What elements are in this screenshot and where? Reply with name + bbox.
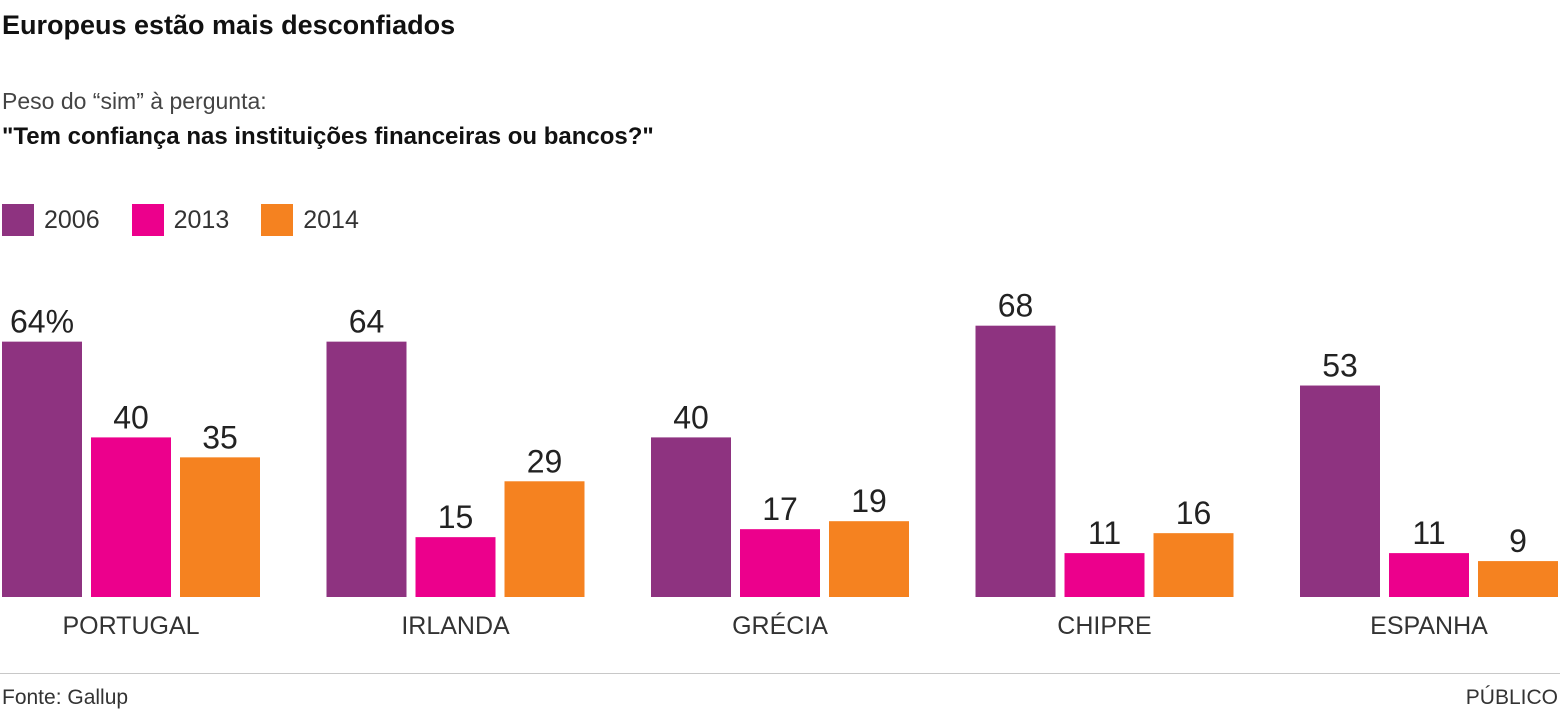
publisher-brand: PÚBLICO — [1465, 686, 1558, 709]
legend-label: 2013 — [173, 205, 230, 234]
data-label: 68 — [998, 288, 1034, 324]
bar-2006-irlanda — [326, 341, 407, 597]
data-label: 19 — [851, 483, 887, 519]
category-label: GRÉCIA — [732, 611, 828, 640]
legend-swatch — [131, 204, 164, 236]
source-note: Fonte: Gallup — [2, 686, 129, 709]
legend-item-2013: 2013 — [131, 204, 230, 236]
category-label: PORTUGAL — [62, 612, 199, 640]
chart-subtitle: Peso do “sim” à pergunta: — [2, 88, 267, 114]
data-label: 40 — [673, 399, 709, 435]
survey-question: "Tem confiança nas instituições financei… — [2, 123, 654, 150]
data-label: 64 — [349, 304, 385, 340]
legend-swatch — [261, 204, 294, 236]
chart-title: Europeus estão mais desconfiados — [2, 10, 456, 40]
bar-2014-espanha — [1478, 561, 1558, 597]
bar-2014-grécia — [829, 521, 909, 597]
data-label: 64% — [10, 304, 74, 340]
data-label: 53 — [1322, 348, 1358, 384]
data-label: 16 — [1176, 495, 1212, 531]
bar-2013-portugal — [91, 437, 171, 597]
bar-2006-grécia — [651, 437, 731, 597]
bar-2014-portugal — [180, 457, 260, 597]
data-label: 11 — [1412, 515, 1445, 551]
legend-swatch — [2, 204, 34, 236]
legend: 2006 2013 2014 — [2, 204, 391, 236]
legend-item-2014: 2014 — [261, 204, 359, 236]
legend-label: 2006 — [44, 205, 100, 234]
bar-2013-grécia — [740, 529, 820, 597]
data-label: 29 — [527, 443, 563, 479]
divider — [0, 673, 1560, 674]
data-label: 11 — [1088, 515, 1121, 551]
category-label: CHIPRE — [1057, 612, 1151, 640]
bar-2006-portugal — [2, 341, 82, 597]
legend-label: 2014 — [303, 205, 359, 234]
data-label: 17 — [762, 491, 798, 527]
category-label: IRLANDA — [401, 612, 510, 640]
bar-2013-chipre — [1064, 553, 1145, 597]
legend-item-2006: 2006 — [2, 204, 100, 236]
category-label: ESPANHA — [1370, 612, 1488, 640]
bar-2014-irlanda — [504, 481, 585, 597]
data-label: 9 — [1509, 523, 1527, 559]
bar-2014-chipre — [1153, 533, 1234, 597]
data-label: 35 — [202, 419, 238, 455]
bar-2006-espanha — [1300, 385, 1380, 597]
bar-2006-chipre — [975, 325, 1056, 597]
bar-2013-irlanda — [415, 537, 496, 597]
bar-2013-espanha — [1389, 553, 1469, 597]
data-label: 40 — [113, 399, 149, 435]
data-label: 15 — [438, 499, 474, 535]
